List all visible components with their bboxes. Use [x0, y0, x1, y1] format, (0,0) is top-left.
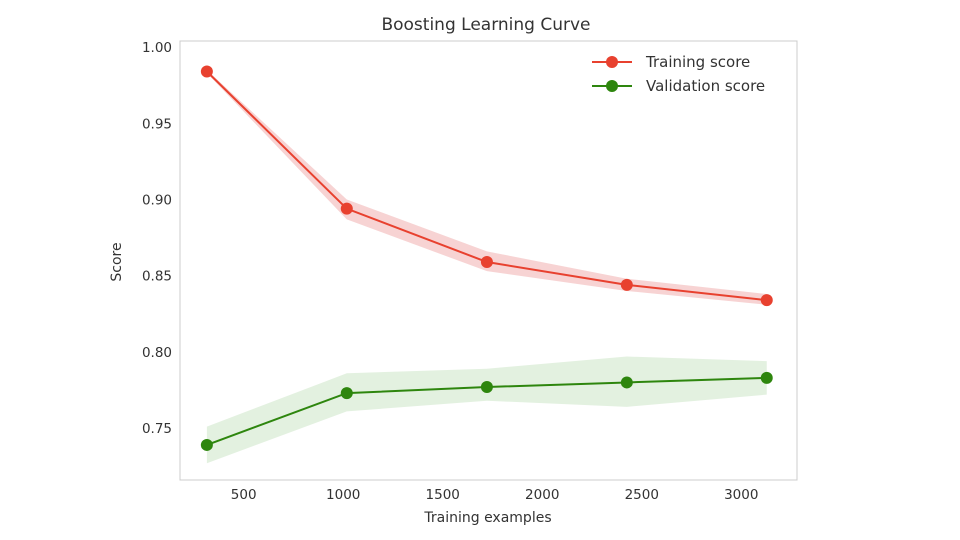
validation-score-point: [340, 387, 353, 400]
y-axis-ticks: 0.75 0.80 0.85 0.90 0.95 1.00: [142, 40, 172, 437]
y-tick-label: 1.00: [142, 40, 172, 56]
legend-validation-marker: [606, 80, 618, 92]
training-score-point: [620, 278, 633, 291]
x-axis-title: Training examples: [423, 510, 551, 526]
validation-score-point: [200, 438, 213, 451]
training-score-point: [340, 202, 353, 215]
chart-title: Boosting Learning Curve: [381, 15, 590, 35]
legend-validation-label: Validation score: [646, 77, 765, 95]
x-tick-label: 1000: [326, 487, 360, 503]
legend-training-marker: [606, 56, 618, 68]
y-tick-label: 0.90: [142, 193, 172, 209]
training-score-point: [480, 256, 493, 269]
y-tick-label: 0.75: [142, 421, 172, 437]
validation-score-point: [620, 376, 633, 389]
y-tick-label: 0.85: [142, 269, 172, 285]
legend: Training score Validation score: [592, 53, 765, 95]
x-tick-label: 3000: [724, 487, 758, 503]
x-tick-label: 2000: [525, 487, 559, 503]
training-score-point: [760, 294, 773, 307]
legend-training-label: Training score: [645, 53, 750, 71]
validation-score-point: [480, 381, 493, 394]
x-tick-label: 2500: [625, 487, 659, 503]
y-tick-label: 0.95: [142, 116, 172, 132]
validation-score-point: [760, 371, 773, 384]
x-tick-label: 500: [231, 487, 257, 503]
x-axis-ticks: 500 1000 1500 2000 2500 3000: [231, 487, 759, 503]
y-tick-label: 0.80: [142, 345, 172, 361]
x-tick-label: 1500: [426, 487, 460, 503]
series-points: [200, 65, 773, 451]
y-axis-title: Score: [109, 242, 125, 281]
training-score-point: [200, 65, 213, 78]
